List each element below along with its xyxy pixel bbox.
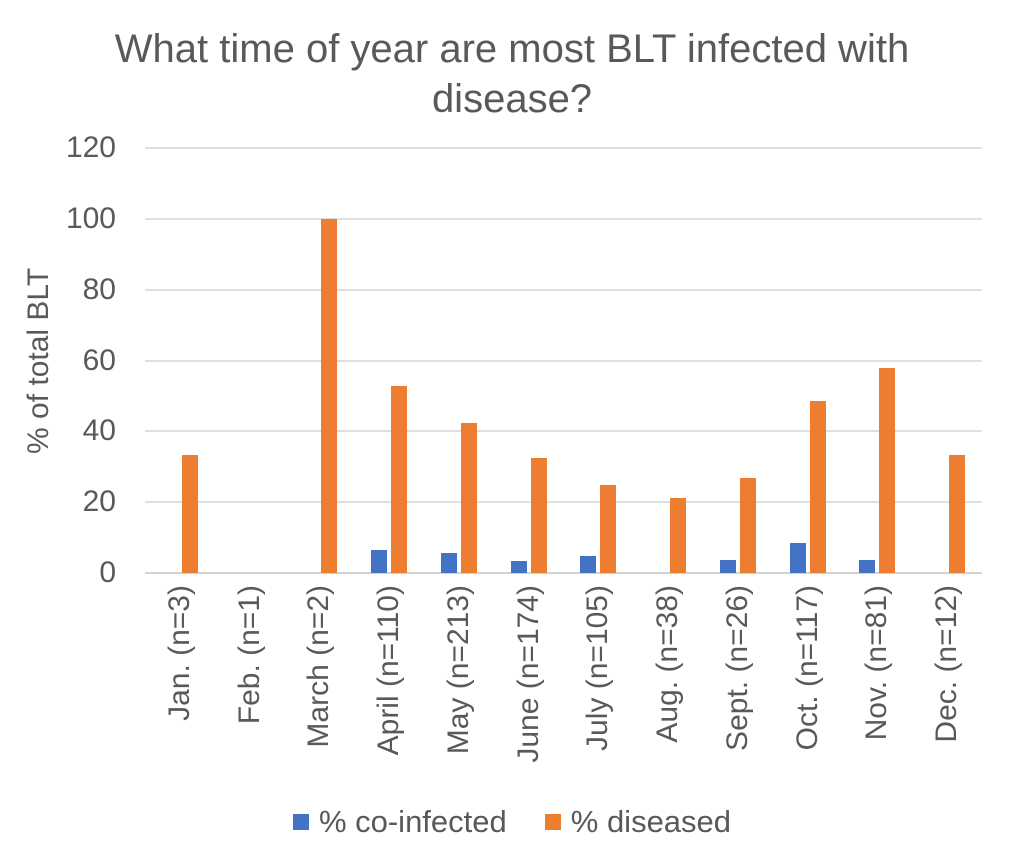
y-tick-label-20: 20 [82, 485, 116, 519]
x-axis-label-oct: Oct. (n=117) [790, 585, 824, 751]
x-axis-label-march: March (n=2) [302, 585, 336, 748]
x-axis-label-may: May (n=213) [441, 585, 475, 755]
x-axis-label-feb: Feb. (n=1) [232, 585, 266, 725]
bar-diseased-july [600, 485, 617, 573]
y-tick-label-100: 100 [65, 201, 116, 235]
x-axis-line [145, 572, 982, 574]
x-axis-label-april: April (n=110) [372, 585, 406, 756]
x-axis-label-aug: Aug. (n=38) [651, 585, 685, 743]
legend-label-diseased: % diseased [570, 804, 732, 839]
gridline-80 [145, 288, 982, 291]
bar-diseased-oct [809, 400, 826, 573]
bar-co-infected-sept [719, 559, 736, 573]
bar-co-infected-july [580, 556, 597, 573]
bar-co-infected-nov [859, 559, 876, 573]
bar-diseased-jan [181, 455, 198, 573]
y-tick-label-40: 40 [82, 414, 116, 448]
legend-item-co-infected: % co-infected [292, 804, 507, 840]
bar-diseased-april [391, 386, 408, 573]
gridline-20 [145, 501, 982, 504]
gridline-120 [145, 147, 982, 149]
y-tick-label-80: 80 [82, 272, 116, 306]
y-tick-label-60: 60 [82, 343, 116, 377]
y-tick-label-0: 0 [99, 556, 116, 589]
bar-co-infected-june [510, 560, 527, 573]
chart-title: What time of year are most BLT infected … [114, 27, 910, 121]
gridline-100 [145, 217, 982, 220]
x-axis-label-june: June (n=174) [511, 585, 545, 763]
legend-item-diseased: % diseased [544, 804, 732, 840]
bar-diseased-aug [670, 498, 687, 573]
x-axis-label-dec: Dec. (n=12) [930, 585, 964, 743]
y-tick-label-120: 120 [65, 131, 116, 164]
bar-diseased-dec [949, 455, 966, 573]
legend-swatch-diseased-icon [544, 814, 561, 830]
gridline-40 [145, 430, 982, 433]
gridline-60 [145, 359, 982, 362]
bar-diseased-may [460, 423, 477, 573]
bar-diseased-sept [739, 477, 756, 573]
bar-diseased-nov [879, 367, 896, 573]
x-axis-label-jan: Jan. (n=3) [162, 585, 196, 721]
x-axis-label-nov: Nov. (n=81) [860, 585, 894, 741]
legend: % co-infected % diseased [0, 798, 1024, 846]
legend-label-co-infected: % co-infected [318, 804, 507, 839]
legend-swatch-co-infected-icon [292, 814, 309, 830]
bar-diseased-june [530, 457, 547, 573]
x-axis-label-july: July (n=105) [581, 585, 615, 751]
bar-co-infected-oct [789, 542, 806, 573]
bar-co-infected-may [440, 553, 457, 573]
bar-co-infected-april [371, 550, 388, 573]
x-axis-label-sept: Sept. (n=26) [720, 585, 754, 751]
bar-diseased-march [321, 218, 338, 573]
